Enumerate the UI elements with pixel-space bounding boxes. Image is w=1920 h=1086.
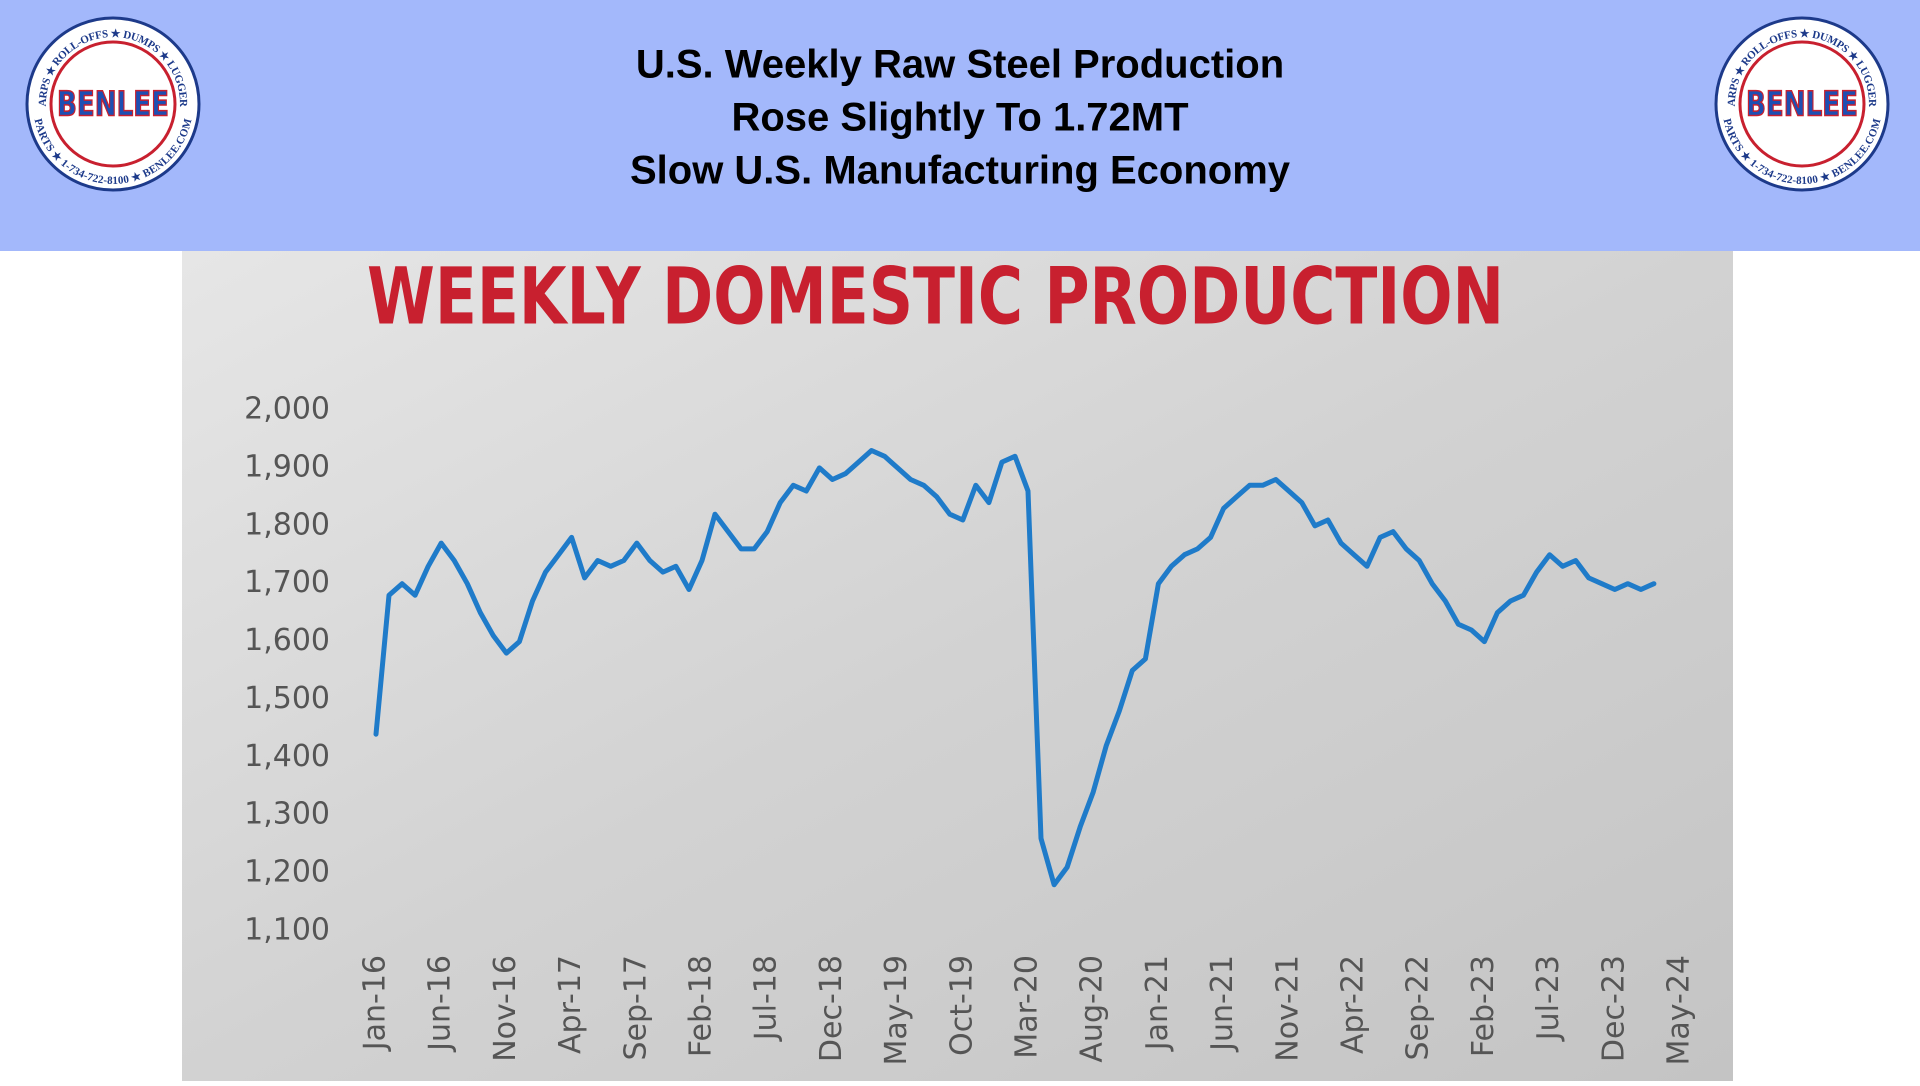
x-tick-label: May-19 [879, 955, 914, 1066]
chart-title: WEEKLY DOMESTIC PRODUCTION [367, 252, 1504, 342]
y-tick-label: 1,700 [244, 565, 330, 600]
header-title: Rose Slightly To 1.72MT [731, 96, 1188, 140]
y-tick-label: 1,900 [244, 449, 330, 484]
y-tick-label: 2,000 [244, 392, 330, 427]
data-line [373, 448, 1657, 888]
x-tick-label: Mar-20 [1010, 955, 1045, 1059]
x-tick-label: Feb-23 [1466, 955, 1501, 1057]
logo-name: BENLEE [57, 85, 169, 125]
y-tick-label: 1,300 [244, 797, 330, 832]
x-tick-label: Jun-16 [423, 955, 458, 1053]
x-tick-label: Sep-22 [1401, 955, 1436, 1061]
header-title: U.S. Weekly Raw Steel Production [636, 43, 1284, 87]
x-tick-label: May-24 [1662, 955, 1697, 1066]
y-tick-label: 1,600 [244, 623, 330, 658]
x-tick-label: Apr-17 [553, 955, 588, 1054]
header-band [0, 0, 1920, 251]
x-tick-label: Apr-22 [1336, 955, 1371, 1054]
y-tick-label: 1,400 [244, 739, 330, 774]
y-tick-label: 1,200 [244, 855, 330, 890]
x-tick-label: Jan-21 [1140, 955, 1175, 1052]
x-tick-label: Feb-18 [684, 955, 719, 1057]
y-tick-label: 1,800 [244, 507, 330, 542]
x-tick-label: Aug-20 [1075, 955, 1110, 1063]
x-tick-label: Sep-17 [618, 955, 653, 1061]
x-tick-label: Nov-21 [1270, 955, 1305, 1062]
x-tick-label: Oct-19 [944, 955, 979, 1056]
header-title: Slow U.S. Manufacturing Economy [630, 149, 1291, 193]
x-tick-label: Nov-16 [488, 955, 523, 1062]
x-tick-label: Dec-23 [1596, 955, 1631, 1062]
x-tick-label: Jul-18 [749, 955, 784, 1042]
y-tick-label: 1,100 [244, 913, 330, 948]
x-tick-label: Jul-23 [1531, 955, 1566, 1042]
x-tick-label: Jun-21 [1205, 955, 1240, 1053]
x-tick-label: Dec-18 [814, 955, 849, 1062]
chart-panel [182, 251, 1733, 1081]
y-tick-label: 1,500 [244, 681, 330, 716]
x-tick-label: Jan-16 [358, 955, 393, 1052]
logo-name: BENLEE [1746, 85, 1858, 125]
